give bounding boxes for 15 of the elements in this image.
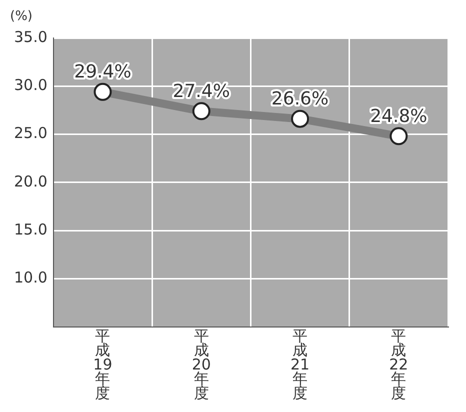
y-tick-label: 35.0 xyxy=(14,28,48,46)
x-tick-label: 平成20年度 xyxy=(192,326,211,402)
y-tick-label: 10.0 xyxy=(14,268,48,287)
data-label: 27.4% xyxy=(172,80,230,102)
x-tick-label: 平成21年度 xyxy=(290,326,310,402)
y-tick-label: 15.0 xyxy=(14,220,48,238)
data-label: 24.8% xyxy=(370,106,428,127)
y-tick-label: 20.0 xyxy=(14,172,48,190)
x-tick-label: 平成22年度 xyxy=(389,326,408,402)
y-tick-label: 25.0 xyxy=(14,124,48,142)
y-tick-label: 30.0 xyxy=(14,76,48,94)
y-axis-title: (%) xyxy=(10,8,32,24)
x-tick-label: 平成19年度 xyxy=(93,326,112,402)
data-label: 26.6% xyxy=(271,88,329,110)
data-label: 29.4% xyxy=(74,62,132,83)
